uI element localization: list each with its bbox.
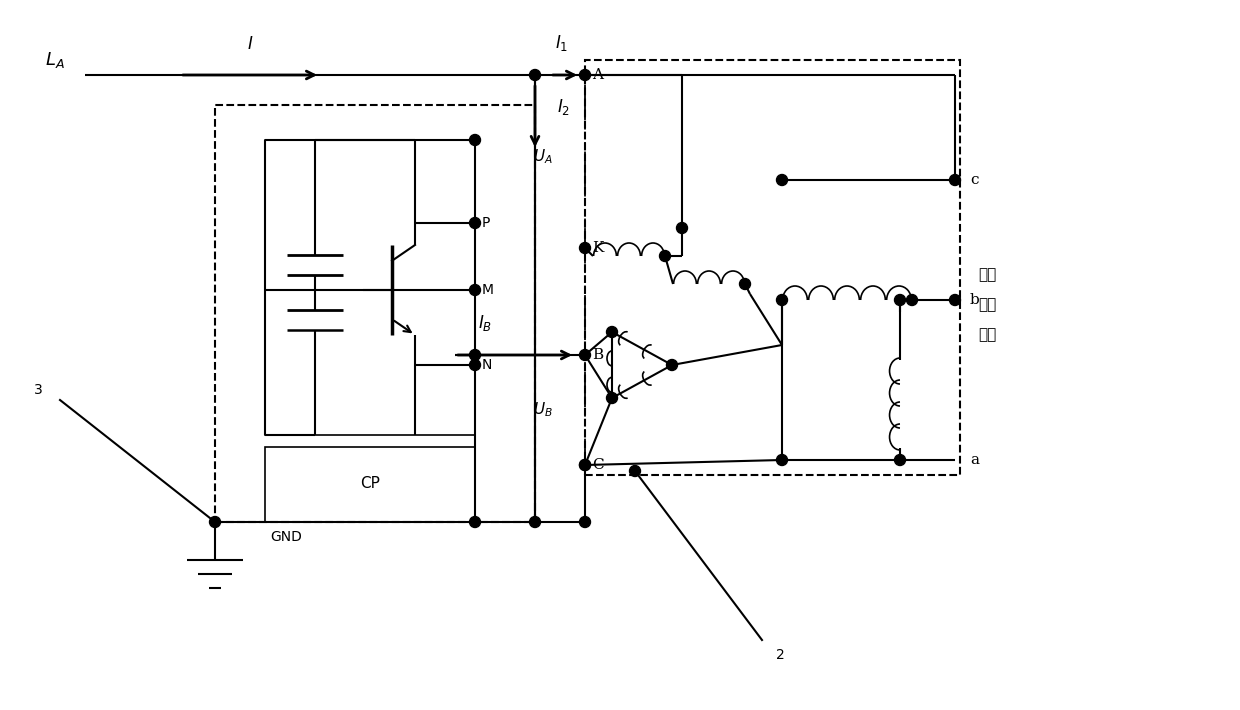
Text: P: P [482,216,490,230]
Circle shape [606,393,618,403]
Bar [265,140,475,435]
Circle shape [470,349,481,361]
Circle shape [950,295,961,305]
Circle shape [776,454,787,466]
Text: 3: 3 [33,383,42,397]
Circle shape [470,217,481,229]
Circle shape [470,359,481,371]
Circle shape [470,516,481,528]
Text: GND: GND [270,530,301,544]
Text: CP: CP [360,476,379,491]
Circle shape [579,459,590,471]
Circle shape [579,459,590,471]
Circle shape [529,70,541,80]
Text: $I_2$: $I_2$ [557,97,570,117]
Text: $L_A$: $L_A$ [45,50,64,70]
Text: M: M [482,283,494,297]
Circle shape [579,349,590,361]
Circle shape [739,278,750,290]
Text: C: C [591,458,604,472]
Text: $I_B$: $I_B$ [477,313,492,333]
Text: $I$: $I$ [247,36,253,53]
Text: N: N [482,358,492,372]
Text: 側三: 側三 [978,297,996,312]
Bar [265,447,475,522]
Circle shape [630,466,641,476]
Text: $U_B$: $U_B$ [533,400,553,420]
Circle shape [470,134,481,146]
Text: a: a [970,453,980,467]
Circle shape [906,295,918,305]
Circle shape [606,327,618,337]
Circle shape [579,70,590,80]
Text: B: B [591,348,603,362]
Text: 相电: 相电 [978,327,996,342]
Circle shape [470,285,481,295]
Circle shape [894,454,905,466]
Bar [585,60,960,475]
Circle shape [894,295,905,305]
Text: 用户: 用户 [978,268,996,283]
Text: $U_A$: $U_A$ [533,147,553,166]
Bar [215,105,534,522]
Circle shape [579,516,590,528]
Circle shape [776,295,787,305]
Circle shape [529,516,541,528]
Circle shape [210,516,221,528]
Text: A: A [591,68,603,82]
Text: b: b [970,293,980,307]
Text: 2: 2 [776,648,785,662]
Circle shape [776,175,787,185]
Circle shape [950,175,961,185]
Circle shape [667,359,677,371]
Text: $I_1$: $I_1$ [556,33,569,53]
Circle shape [579,243,590,253]
Text: K: K [591,241,604,255]
Circle shape [660,251,671,261]
Text: c: c [970,173,978,187]
Circle shape [677,222,687,234]
